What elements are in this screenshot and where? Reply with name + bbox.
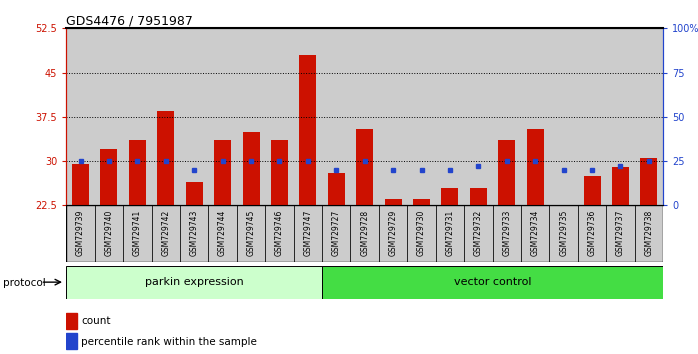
Bar: [95, 205, 123, 262]
Text: GSM729734: GSM729734: [530, 210, 540, 256]
Bar: [436, 28, 464, 205]
Text: GSM729729: GSM729729: [389, 210, 398, 256]
Bar: [385, 199, 401, 205]
Bar: [123, 28, 151, 205]
Bar: [214, 141, 231, 205]
Bar: [350, 205, 379, 262]
Bar: [356, 129, 373, 205]
Text: GSM729730: GSM729730: [417, 210, 426, 256]
Bar: [436, 205, 464, 262]
Text: GSM729743: GSM729743: [190, 210, 199, 256]
Bar: [180, 28, 209, 205]
Text: GSM729731: GSM729731: [445, 210, 454, 256]
Bar: [549, 205, 578, 262]
Bar: [186, 182, 202, 205]
Bar: [493, 205, 521, 262]
Bar: [634, 205, 663, 262]
Bar: [265, 205, 294, 262]
Bar: [634, 28, 663, 205]
Bar: [470, 188, 487, 205]
Bar: [322, 205, 350, 262]
Bar: [493, 28, 521, 205]
Bar: [66, 28, 95, 205]
Bar: [640, 158, 658, 205]
Text: percentile rank within the sample: percentile rank within the sample: [81, 337, 257, 347]
Bar: [521, 205, 549, 262]
Text: parkin expression: parkin expression: [144, 277, 244, 287]
Text: count: count: [81, 316, 111, 326]
Bar: [441, 188, 459, 205]
Bar: [66, 333, 77, 349]
Bar: [578, 205, 607, 262]
Bar: [66, 313, 77, 329]
Text: GSM729727: GSM729727: [332, 210, 341, 256]
Bar: [151, 28, 180, 205]
Bar: [612, 167, 629, 205]
Text: GSM729728: GSM729728: [360, 210, 369, 256]
Text: GSM729739: GSM729739: [76, 210, 85, 256]
Text: protocol: protocol: [3, 278, 46, 288]
Bar: [72, 164, 89, 205]
Bar: [322, 28, 350, 205]
Bar: [66, 266, 322, 299]
Bar: [101, 149, 117, 205]
Bar: [527, 129, 544, 205]
Bar: [294, 28, 322, 205]
Bar: [413, 199, 430, 205]
Text: GSM729738: GSM729738: [644, 210, 653, 256]
Text: GDS4476 / 7951987: GDS4476 / 7951987: [66, 14, 193, 27]
Text: GSM729745: GSM729745: [246, 210, 255, 256]
Bar: [607, 28, 634, 205]
Bar: [464, 205, 493, 262]
Bar: [95, 28, 123, 205]
Bar: [350, 28, 379, 205]
Bar: [521, 28, 549, 205]
Bar: [578, 28, 607, 205]
Bar: [498, 141, 515, 205]
Text: GSM729740: GSM729740: [105, 210, 114, 256]
Bar: [294, 205, 322, 262]
Text: GSM729747: GSM729747: [304, 210, 313, 256]
Bar: [464, 28, 493, 205]
Text: GSM729732: GSM729732: [474, 210, 483, 256]
Bar: [584, 176, 600, 205]
Bar: [265, 28, 294, 205]
Text: GSM729746: GSM729746: [275, 210, 284, 256]
Bar: [549, 28, 578, 205]
Bar: [408, 28, 436, 205]
Bar: [129, 141, 146, 205]
Text: GSM729733: GSM729733: [503, 210, 512, 256]
Bar: [328, 173, 345, 205]
Bar: [607, 205, 634, 262]
Bar: [209, 28, 237, 205]
Bar: [379, 28, 408, 205]
Bar: [123, 205, 151, 262]
Bar: [408, 205, 436, 262]
Text: vector control: vector control: [454, 277, 531, 287]
Bar: [379, 205, 408, 262]
Bar: [151, 205, 180, 262]
Text: GSM729735: GSM729735: [559, 210, 568, 256]
Bar: [237, 205, 265, 262]
Text: GSM729736: GSM729736: [588, 210, 597, 256]
Text: GSM729744: GSM729744: [218, 210, 227, 256]
Text: GSM729741: GSM729741: [133, 210, 142, 256]
Bar: [322, 266, 663, 299]
Bar: [271, 141, 288, 205]
Text: GSM729742: GSM729742: [161, 210, 170, 256]
Bar: [209, 205, 237, 262]
Bar: [66, 205, 95, 262]
Bar: [237, 28, 265, 205]
Bar: [299, 55, 316, 205]
Text: GSM729737: GSM729737: [616, 210, 625, 256]
Bar: [242, 132, 260, 205]
Bar: [180, 205, 209, 262]
Bar: [157, 111, 174, 205]
